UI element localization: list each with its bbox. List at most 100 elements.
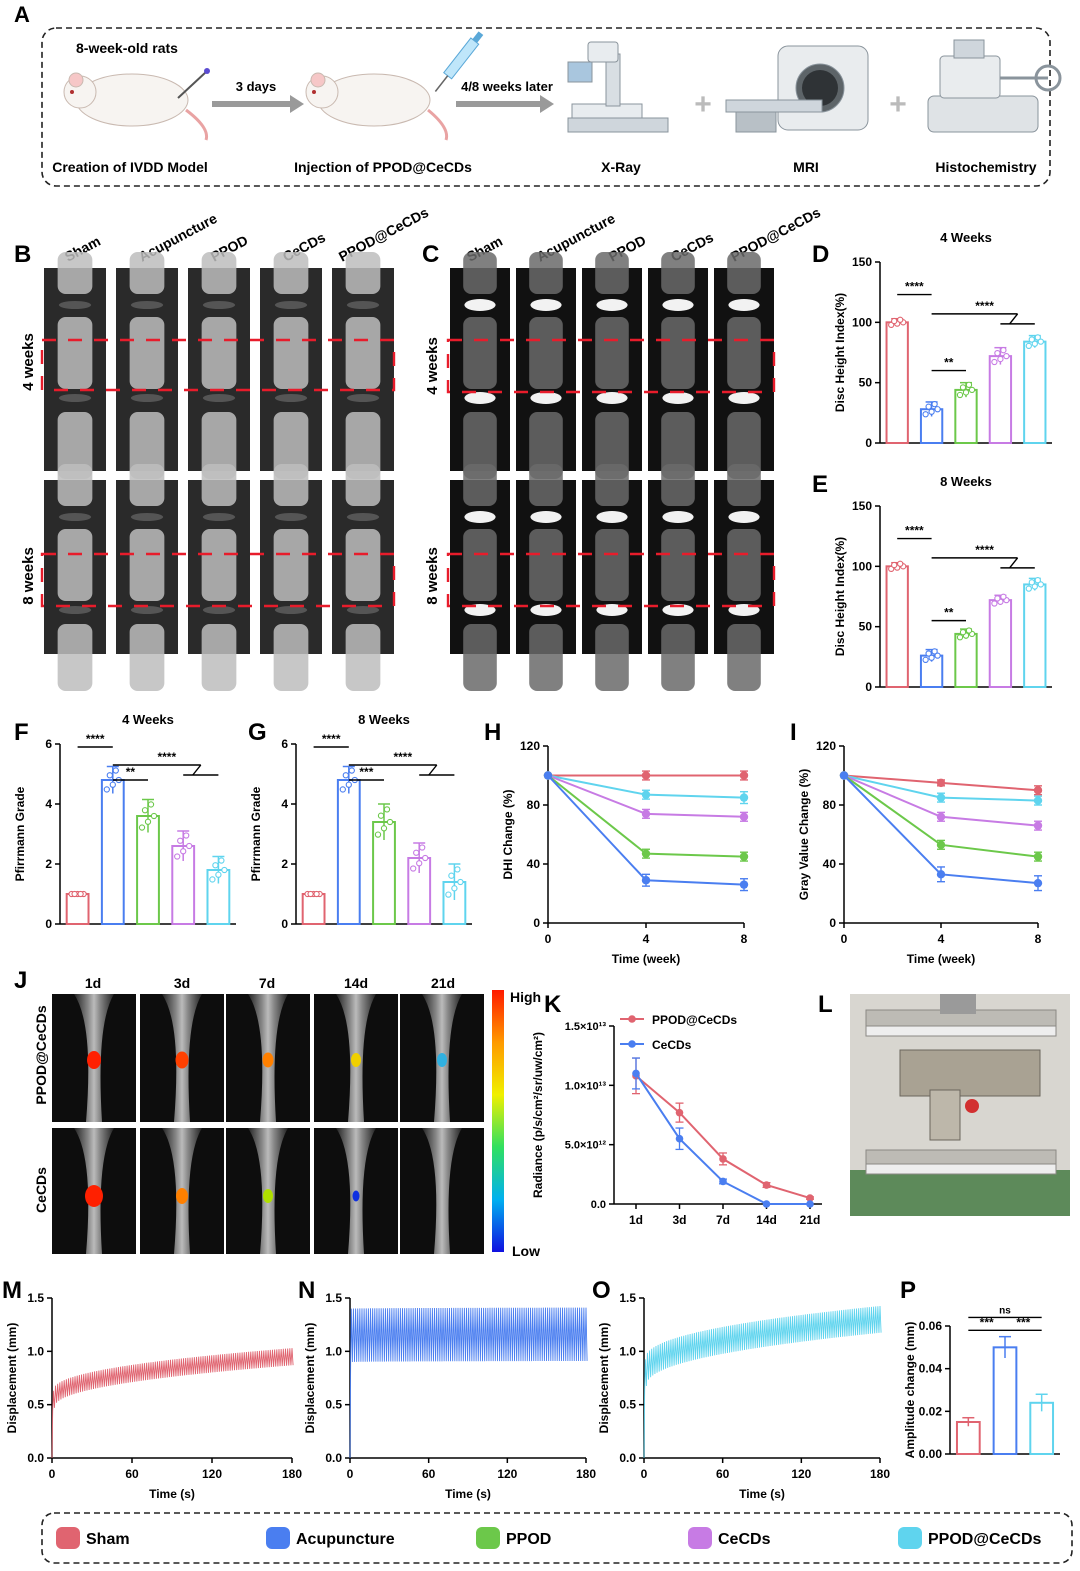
data-point xyxy=(719,1177,727,1186)
data-point xyxy=(936,778,946,788)
workflow-step: Histochemistry xyxy=(935,159,1036,175)
disc xyxy=(58,301,92,309)
x-tick-label: 0 xyxy=(545,932,552,946)
y-tick-label: 1.5×10¹³ xyxy=(565,1021,607,1033)
data-point xyxy=(641,771,651,780)
y-tick-label: 0 xyxy=(865,680,872,694)
fluorescence-spot xyxy=(262,1052,274,1068)
x-tick-label: 0 xyxy=(347,1467,354,1481)
data-point xyxy=(965,381,973,388)
data-point xyxy=(313,890,320,898)
data-point xyxy=(762,1200,771,1208)
arrow2-label: 4/8 weeks later xyxy=(461,79,553,94)
significance-line xyxy=(1009,557,1019,569)
vertebra xyxy=(463,624,497,691)
y-tick-label: 0 xyxy=(281,917,288,931)
data-point xyxy=(806,1194,814,1202)
data-point xyxy=(806,1200,814,1208)
panel-letter-n: N xyxy=(298,1277,315,1304)
disc xyxy=(530,392,562,404)
arrow-3-days xyxy=(212,95,304,113)
panel-letter-l: L xyxy=(818,991,833,1018)
disc xyxy=(596,299,628,311)
data-point xyxy=(922,411,929,418)
disc xyxy=(274,394,308,402)
mouse-silhouette xyxy=(422,1128,462,1254)
disc xyxy=(728,511,760,523)
vertebra xyxy=(661,529,695,601)
x-tick-label: 180 xyxy=(576,1467,596,1481)
data-point xyxy=(897,560,904,567)
data-point xyxy=(641,790,651,799)
legend-label: PPOD@CeCDs xyxy=(652,1013,737,1027)
disc-region-marker xyxy=(40,338,396,392)
vertebra xyxy=(201,252,237,294)
data-point xyxy=(109,781,116,788)
arrow-4-8-weeks xyxy=(456,95,554,113)
panel-j-ivis: 1d 3d 7d 14d 21d PPOD@CeCDs CeCDs High L… xyxy=(33,975,541,1259)
y-tick-label: 1.0×10¹³ xyxy=(565,1080,607,1092)
vertebra xyxy=(57,464,93,506)
data-point xyxy=(959,384,967,391)
bar-ppod xyxy=(954,632,978,689)
data-point xyxy=(215,871,222,878)
panel-letter-b: B xyxy=(14,241,31,268)
data-point xyxy=(936,870,946,879)
data-point xyxy=(641,849,651,858)
disc xyxy=(130,394,164,402)
vertebra xyxy=(273,412,309,479)
vertebra xyxy=(727,464,761,506)
disc xyxy=(596,392,628,404)
ivis-day-label: 14d xyxy=(344,975,368,991)
significance-label: **** xyxy=(322,732,341,746)
data-point xyxy=(675,1134,684,1143)
vertebra xyxy=(345,317,381,389)
workflow-step: MRI xyxy=(793,159,819,175)
data-point xyxy=(934,652,941,659)
heat-scale-bar xyxy=(492,990,504,1252)
bar-sham xyxy=(885,321,909,445)
disc xyxy=(530,511,562,523)
data-point xyxy=(209,876,216,883)
y-tick-label: 0 xyxy=(533,916,540,930)
chart-title: 4 Weeks xyxy=(940,230,992,245)
y-axis-label: Gray Value Change (%) xyxy=(797,769,811,900)
vertebra xyxy=(201,529,237,601)
bar-acupuncture xyxy=(336,779,361,925)
vertebra xyxy=(595,317,629,389)
chart-h-dhi-change: 0 40 80 120 DHI Change (%) 0 4 8 Time (week) xyxy=(501,739,749,966)
panel-letter-o: O xyxy=(592,1277,611,1304)
data-point xyxy=(138,824,146,831)
data-point xyxy=(994,350,1001,357)
x-tick-label: 8 xyxy=(1035,932,1042,946)
vertebra xyxy=(529,317,563,389)
y-tick-label: 2 xyxy=(281,857,288,871)
vertebra xyxy=(273,624,309,691)
data-point xyxy=(1037,581,1044,588)
disc xyxy=(728,299,760,311)
y-axis-label: Pfirrmann Grade xyxy=(13,786,27,881)
y-axis-label: Radiance (p/s/cm²/sr/uw/cm²) xyxy=(531,1032,545,1198)
data-point xyxy=(454,866,461,873)
data-point xyxy=(897,316,904,323)
fluorescence-spot xyxy=(352,1190,360,1202)
significance-line xyxy=(428,764,438,776)
vertebra xyxy=(129,252,165,294)
bar-acupuncture xyxy=(100,779,125,925)
data-point xyxy=(174,853,181,860)
data-point xyxy=(968,386,976,394)
y-tick-label: 1.0 xyxy=(325,1344,342,1358)
data-point xyxy=(956,634,964,641)
vertebra xyxy=(129,529,165,601)
y-tick-label: 100 xyxy=(852,559,872,573)
data-point xyxy=(103,786,110,793)
panel-letter-e: E xyxy=(812,471,828,498)
panel-letter-d: D xyxy=(812,241,829,268)
vertebra xyxy=(595,529,629,601)
disc xyxy=(274,301,308,309)
vertebra xyxy=(661,624,695,691)
significance-label: **** xyxy=(975,543,994,557)
ivis-day-label: 1d xyxy=(85,975,101,991)
y-tick-label: 120 xyxy=(520,739,540,753)
